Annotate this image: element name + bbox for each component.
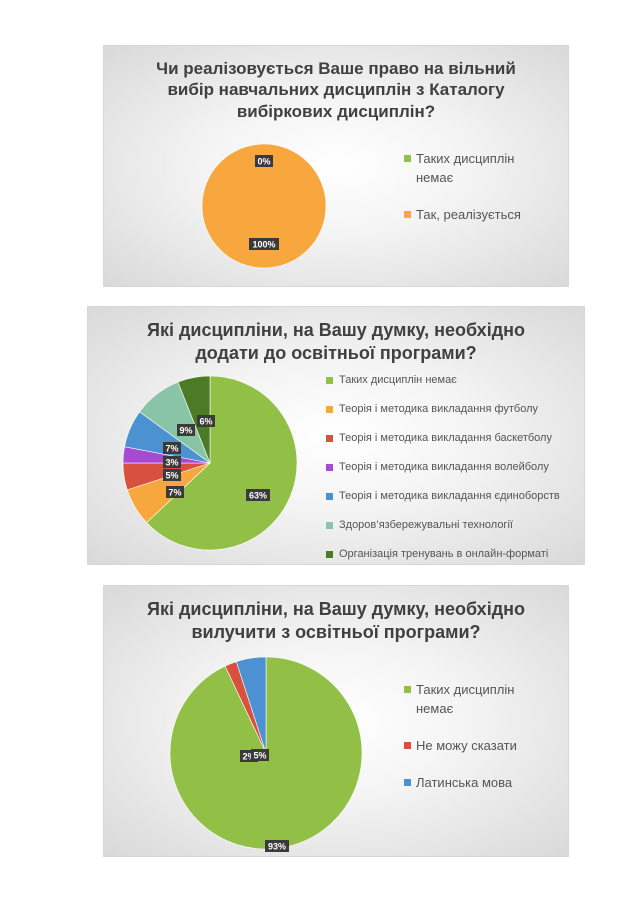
legend-item: Організація тренувань в онлайн-форматі <box>326 547 582 561</box>
chart-legend: Таких дисциплін немає Теорія і методика … <box>326 373 582 576</box>
chart-panel-add-disciplines: Які дисципліни, на Вашу думку, необхідно… <box>87 306 585 565</box>
legend-swatch <box>404 686 411 693</box>
legend-item: Таких дисциплін немає <box>404 680 564 718</box>
data-label-text: 93% <box>268 841 286 851</box>
data-label-text: 63% <box>249 490 267 500</box>
data-label-box <box>197 415 215 427</box>
data-label: 100% <box>249 238 279 250</box>
chart-legend: Таких дисциплін немає Так, реалізується <box>404 149 564 242</box>
data-label-box <box>163 456 181 468</box>
data-label-box <box>246 489 270 501</box>
legend-item: Здоров’язбережувальні технології <box>326 518 582 532</box>
legend-item: Таких дисциплін немає <box>404 149 564 187</box>
legend-item: Латинська мова <box>404 773 564 792</box>
legend-label: Теорія і методика викладання баскетболу <box>339 432 552 444</box>
data-label-text: 9% <box>179 425 192 435</box>
data-label-text: 7% <box>168 487 181 497</box>
data-label-text: 5% <box>253 750 266 760</box>
data-label-text: 2% <box>242 751 255 761</box>
data-label: 6% <box>197 415 215 427</box>
pie-slice <box>201 143 327 269</box>
data-label: 9% <box>177 424 195 436</box>
data-label-box <box>177 424 195 436</box>
legend-swatch <box>326 406 333 413</box>
data-label-text: 7% <box>165 443 178 453</box>
legend-swatch <box>326 493 333 500</box>
data-label-text: 100% <box>252 239 275 249</box>
data-label-box <box>166 486 184 498</box>
legend-item: Так, реалізується <box>404 205 564 224</box>
data-label-box <box>163 469 181 481</box>
legend-label: Таких дисциплін немає <box>416 682 515 716</box>
legend-label: Таких дисциплін немає <box>339 374 457 386</box>
legend-item: Не можу сказати <box>404 736 564 755</box>
data-label-text: 3% <box>165 457 178 467</box>
data-label-box <box>255 155 273 167</box>
pie-chart: 93% 2%5% <box>169 656 363 852</box>
legend-swatch <box>326 435 333 442</box>
data-label: 93% <box>265 840 289 852</box>
legend-swatch <box>404 742 411 749</box>
legend-swatch <box>326 464 333 471</box>
data-label: 5% <box>163 469 181 481</box>
legend-label: Латинська мова <box>416 775 513 790</box>
data-label-box <box>163 442 181 454</box>
pie-chart: 63%7%5%3%7%9%6% <box>122 375 298 551</box>
legend-swatch <box>404 211 411 218</box>
data-label-box <box>251 749 269 761</box>
data-label-box <box>265 840 289 852</box>
legend-swatch <box>404 779 411 786</box>
legend-swatch <box>326 377 333 384</box>
data-label: 0% <box>255 155 273 167</box>
data-label: 63% <box>246 489 270 501</box>
legend-label: Теорія і методика викладання єдиноборств <box>339 490 560 502</box>
legend-swatch <box>404 155 411 162</box>
pie-chart: 0% 100% <box>201 143 327 269</box>
legend-item: Теорія і методика викладання єдиноборств <box>326 489 582 503</box>
pie-slice <box>235 656 267 754</box>
pie-slice <box>177 375 211 464</box>
data-label: 3% <box>163 456 181 468</box>
legend-label: Не можу сказати <box>416 738 517 753</box>
chart-panel-free-choice: Чи реалізовується Ваше право на вільний … <box>103 45 569 287</box>
data-label: 7% <box>163 442 181 454</box>
legend-swatch <box>326 551 333 558</box>
legend-label: Так, реалізується <box>416 207 521 222</box>
legend-label: Здоров’язбережувальні технології <box>339 519 513 531</box>
pie-slice <box>146 375 298 551</box>
legend-item: Теорія і методика викладання волейболу <box>326 460 582 474</box>
legend-item: Теорія і методика викладання футболу <box>326 402 582 416</box>
data-label: 7% <box>166 486 184 498</box>
data-label-text: 5% <box>165 470 178 480</box>
chart-panel-remove-disciplines: Які дисципліни, на Вашу думку, необхідно… <box>103 585 569 857</box>
chart-title: Які дисципліни, на Вашу думку, необхідно… <box>147 320 525 363</box>
chart-title: Які дисципліни, на Вашу думку, необхідно… <box>147 599 525 642</box>
data-label-text: 6% <box>199 416 212 426</box>
legend-item: Теорія і методика викладання баскетболу <box>326 431 582 445</box>
data-label-box <box>249 238 279 250</box>
chart-legend: Таких дисциплін немає Не можу сказати Ла… <box>404 680 564 810</box>
legend-label: Теорія і методика викладання волейболу <box>339 461 549 473</box>
legend-label: Організація тренувань в онлайн-форматі <box>339 548 549 560</box>
data-label: 5% <box>251 749 269 761</box>
legend-label: Теорія і методика викладання футболу <box>339 403 539 415</box>
legend-swatch <box>326 522 333 529</box>
legend-label: Таких дисциплін немає <box>416 151 515 185</box>
chart-title: Чи реалізовується Ваше право на вільний … <box>156 59 516 121</box>
legend-item: Таких дисциплін немає <box>326 373 582 387</box>
data-label-text: 0% <box>257 156 270 166</box>
